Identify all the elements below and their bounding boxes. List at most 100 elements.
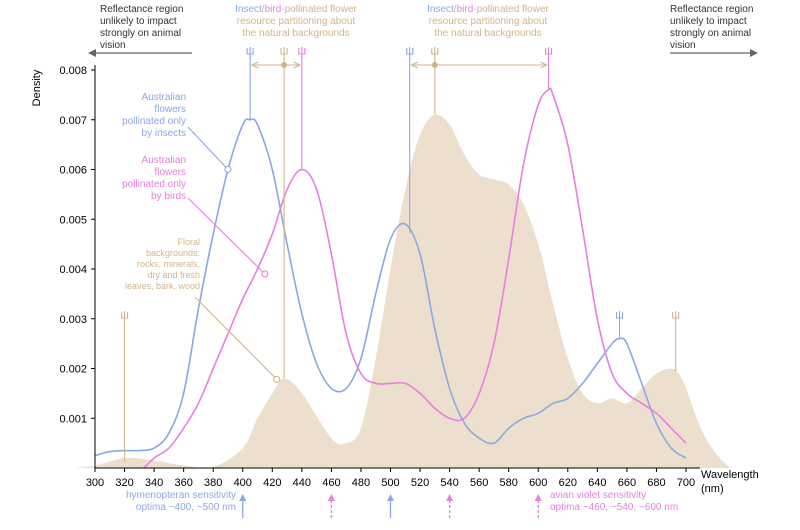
x-tick-label: 300 <box>86 477 104 489</box>
backgrounds-leader <box>194 296 278 380</box>
left-region-text-line: Reflectance region <box>100 4 183 15</box>
x-tick-label: 640 <box>588 477 606 489</box>
lines-layer <box>94 87 687 469</box>
bird-peak-marker <box>545 47 553 55</box>
birds-leader <box>187 197 266 275</box>
background-peak-marker <box>672 311 680 319</box>
x-tick-label: 600 <box>529 477 547 489</box>
partition-right-bracket-right-arrow <box>540 61 548 69</box>
backgrounds-label-line: dry and fresh <box>147 270 200 280</box>
avian-arrow-head <box>327 494 335 501</box>
birds-label-line: flowers <box>154 167 186 178</box>
x-tick-label: 420 <box>263 477 281 489</box>
x-tick-label: 380 <box>204 477 222 489</box>
right-region-text: Reflectance region unlikely to impact stro… <box>670 4 753 51</box>
insects-label: Australian flowers pollinated only by insec… <box>122 92 186 139</box>
annotations-layer: Reflectance region unlikely to impact stro… <box>88 4 758 518</box>
area-layer <box>72 114 731 469</box>
background-peak-marker-glyph <box>121 311 129 319</box>
background-area <box>72 114 731 469</box>
insect-peak-marker-glyph <box>615 311 624 319</box>
background-peak-marker <box>121 311 129 319</box>
insects-leader-dot <box>224 165 232 174</box>
partition-left-bracket-left-arrow <box>250 61 259 69</box>
insect-peak-marker <box>615 311 624 319</box>
partition-header-left-line2: resource partitioning about <box>237 16 356 27</box>
y-tick-label: 0.001 <box>59 413 87 425</box>
hymenopteran-label: hymenopteran sensitivity optima ~400, ~50… <box>126 490 236 513</box>
partition-header-right-insect: Insect <box>427 4 454 15</box>
bird-peak-marker-glyph <box>298 47 306 55</box>
partition-header-right-line3: the natural backgrounds <box>434 28 541 39</box>
x-tick-label: 660 <box>618 477 636 489</box>
background-peak-marker <box>280 47 288 55</box>
background-peak-marker-glyph <box>280 47 288 55</box>
bird-peak-marker <box>298 47 306 55</box>
avian-label-line: optima ~460, ~540, ~600 nm <box>550 502 678 513</box>
insect-peak-marker-glyph <box>406 47 414 55</box>
y-ticks: 0.001 0.002 0.003 0.004 0.005 0.006 0.007 0.008 <box>59 65 95 425</box>
right-region-text-line: strongly on animal <box>670 28 751 39</box>
partition-right-bracket-center-dot <box>431 62 438 68</box>
hymenopteran-label-line: hymenopteran sensitivity <box>126 490 236 501</box>
x-tick-label: 320 <box>115 477 133 489</box>
backgrounds-label: Floral backgrounds: rocks, minerals, dry an… <box>125 237 200 291</box>
avian-arrow-head <box>534 494 542 501</box>
bird-line <box>143 87 687 469</box>
partition-header-right-bird: bird <box>457 4 474 15</box>
x-tick-label: 440 <box>293 477 311 489</box>
bird-peak-marker-glyph <box>545 47 553 55</box>
x-axis-label-line: (nm) <box>701 483 724 495</box>
x-tick-label: 500 <box>381 477 399 489</box>
background-peak-marker-glyph <box>431 47 439 55</box>
backgrounds-label-line: rocks, minerals, <box>137 259 200 269</box>
x-ticks: 300 320 340 360 380 400 420 440 460 480 500 520 540 5… <box>86 468 695 489</box>
birds-label: Australian flowers pollinated only by birds <box>122 155 186 202</box>
right-region-text-line: vision <box>670 40 696 51</box>
insects-label-line: flowers <box>154 104 186 115</box>
axes-layer: 300 320 340 360 380 400 420 440 460 480 500 520 540 5… <box>31 65 759 495</box>
y-tick-label: 0.005 <box>59 214 87 226</box>
insect-peak-marker-glyph <box>246 47 254 55</box>
left-region-text: Reflectance region unlikely to impact stro… <box>100 4 183 51</box>
hymenopteran-label-line: optima ~400, ~500 nm <box>136 502 236 513</box>
partition-left-bracket-center-dot <box>281 62 288 68</box>
insects-label-line: Australian <box>142 92 186 103</box>
markers-layer <box>121 47 680 462</box>
right-region-text-line: Reflectance region <box>670 4 753 15</box>
birds-label-line: pollinated only <box>122 179 186 190</box>
left-region-arrowhead <box>88 49 96 57</box>
x-tick-label: 480 <box>352 477 370 489</box>
x-tick-label: 520 <box>411 477 429 489</box>
partition-header-left-bird: bird <box>265 4 282 15</box>
birds-label-line: Australian <box>142 155 186 166</box>
y-tick-label: 0.003 <box>59 314 87 326</box>
x-tick-label: 680 <box>647 477 665 489</box>
partition-right-bracket-left-arrow <box>410 61 418 69</box>
birds-label-line: by birds <box>151 191 186 202</box>
x-tick-label: 700 <box>677 477 695 489</box>
partition-header-left-line3: the natural backgrounds <box>242 28 349 39</box>
x-axis-label-line: Wavelength <box>701 469 759 481</box>
insects-label-line: pollinated only <box>122 116 186 127</box>
insect-peak-marker <box>246 47 254 55</box>
backgrounds-leader-dot <box>273 375 281 383</box>
x-tick-label: 460 <box>322 477 340 489</box>
x-tick-label: 560 <box>470 477 488 489</box>
right-region-arrowhead <box>750 49 758 57</box>
x-tick-label: 340 <box>145 477 163 489</box>
x-tick-label: 540 <box>440 477 458 489</box>
y-tick-label: 0.006 <box>59 165 87 177</box>
birds-leader-dot <box>261 270 269 278</box>
left-region-text-line: strongly on animal <box>100 28 181 39</box>
insects-label-line: by insects <box>142 128 186 139</box>
partition-header-right-line2: resource partitioning about <box>429 16 548 27</box>
insect-line <box>94 118 687 459</box>
x-tick-label: 400 <box>234 477 252 489</box>
right-region-text-line: unlikely to impact <box>670 16 747 27</box>
y-axis-label: Density <box>31 69 43 106</box>
backgrounds-label-line: Floral <box>177 237 200 247</box>
avian-label: avian violet sensitivity optima ~460, ~54… <box>550 490 678 513</box>
x-tick-label: 620 <box>559 477 577 489</box>
